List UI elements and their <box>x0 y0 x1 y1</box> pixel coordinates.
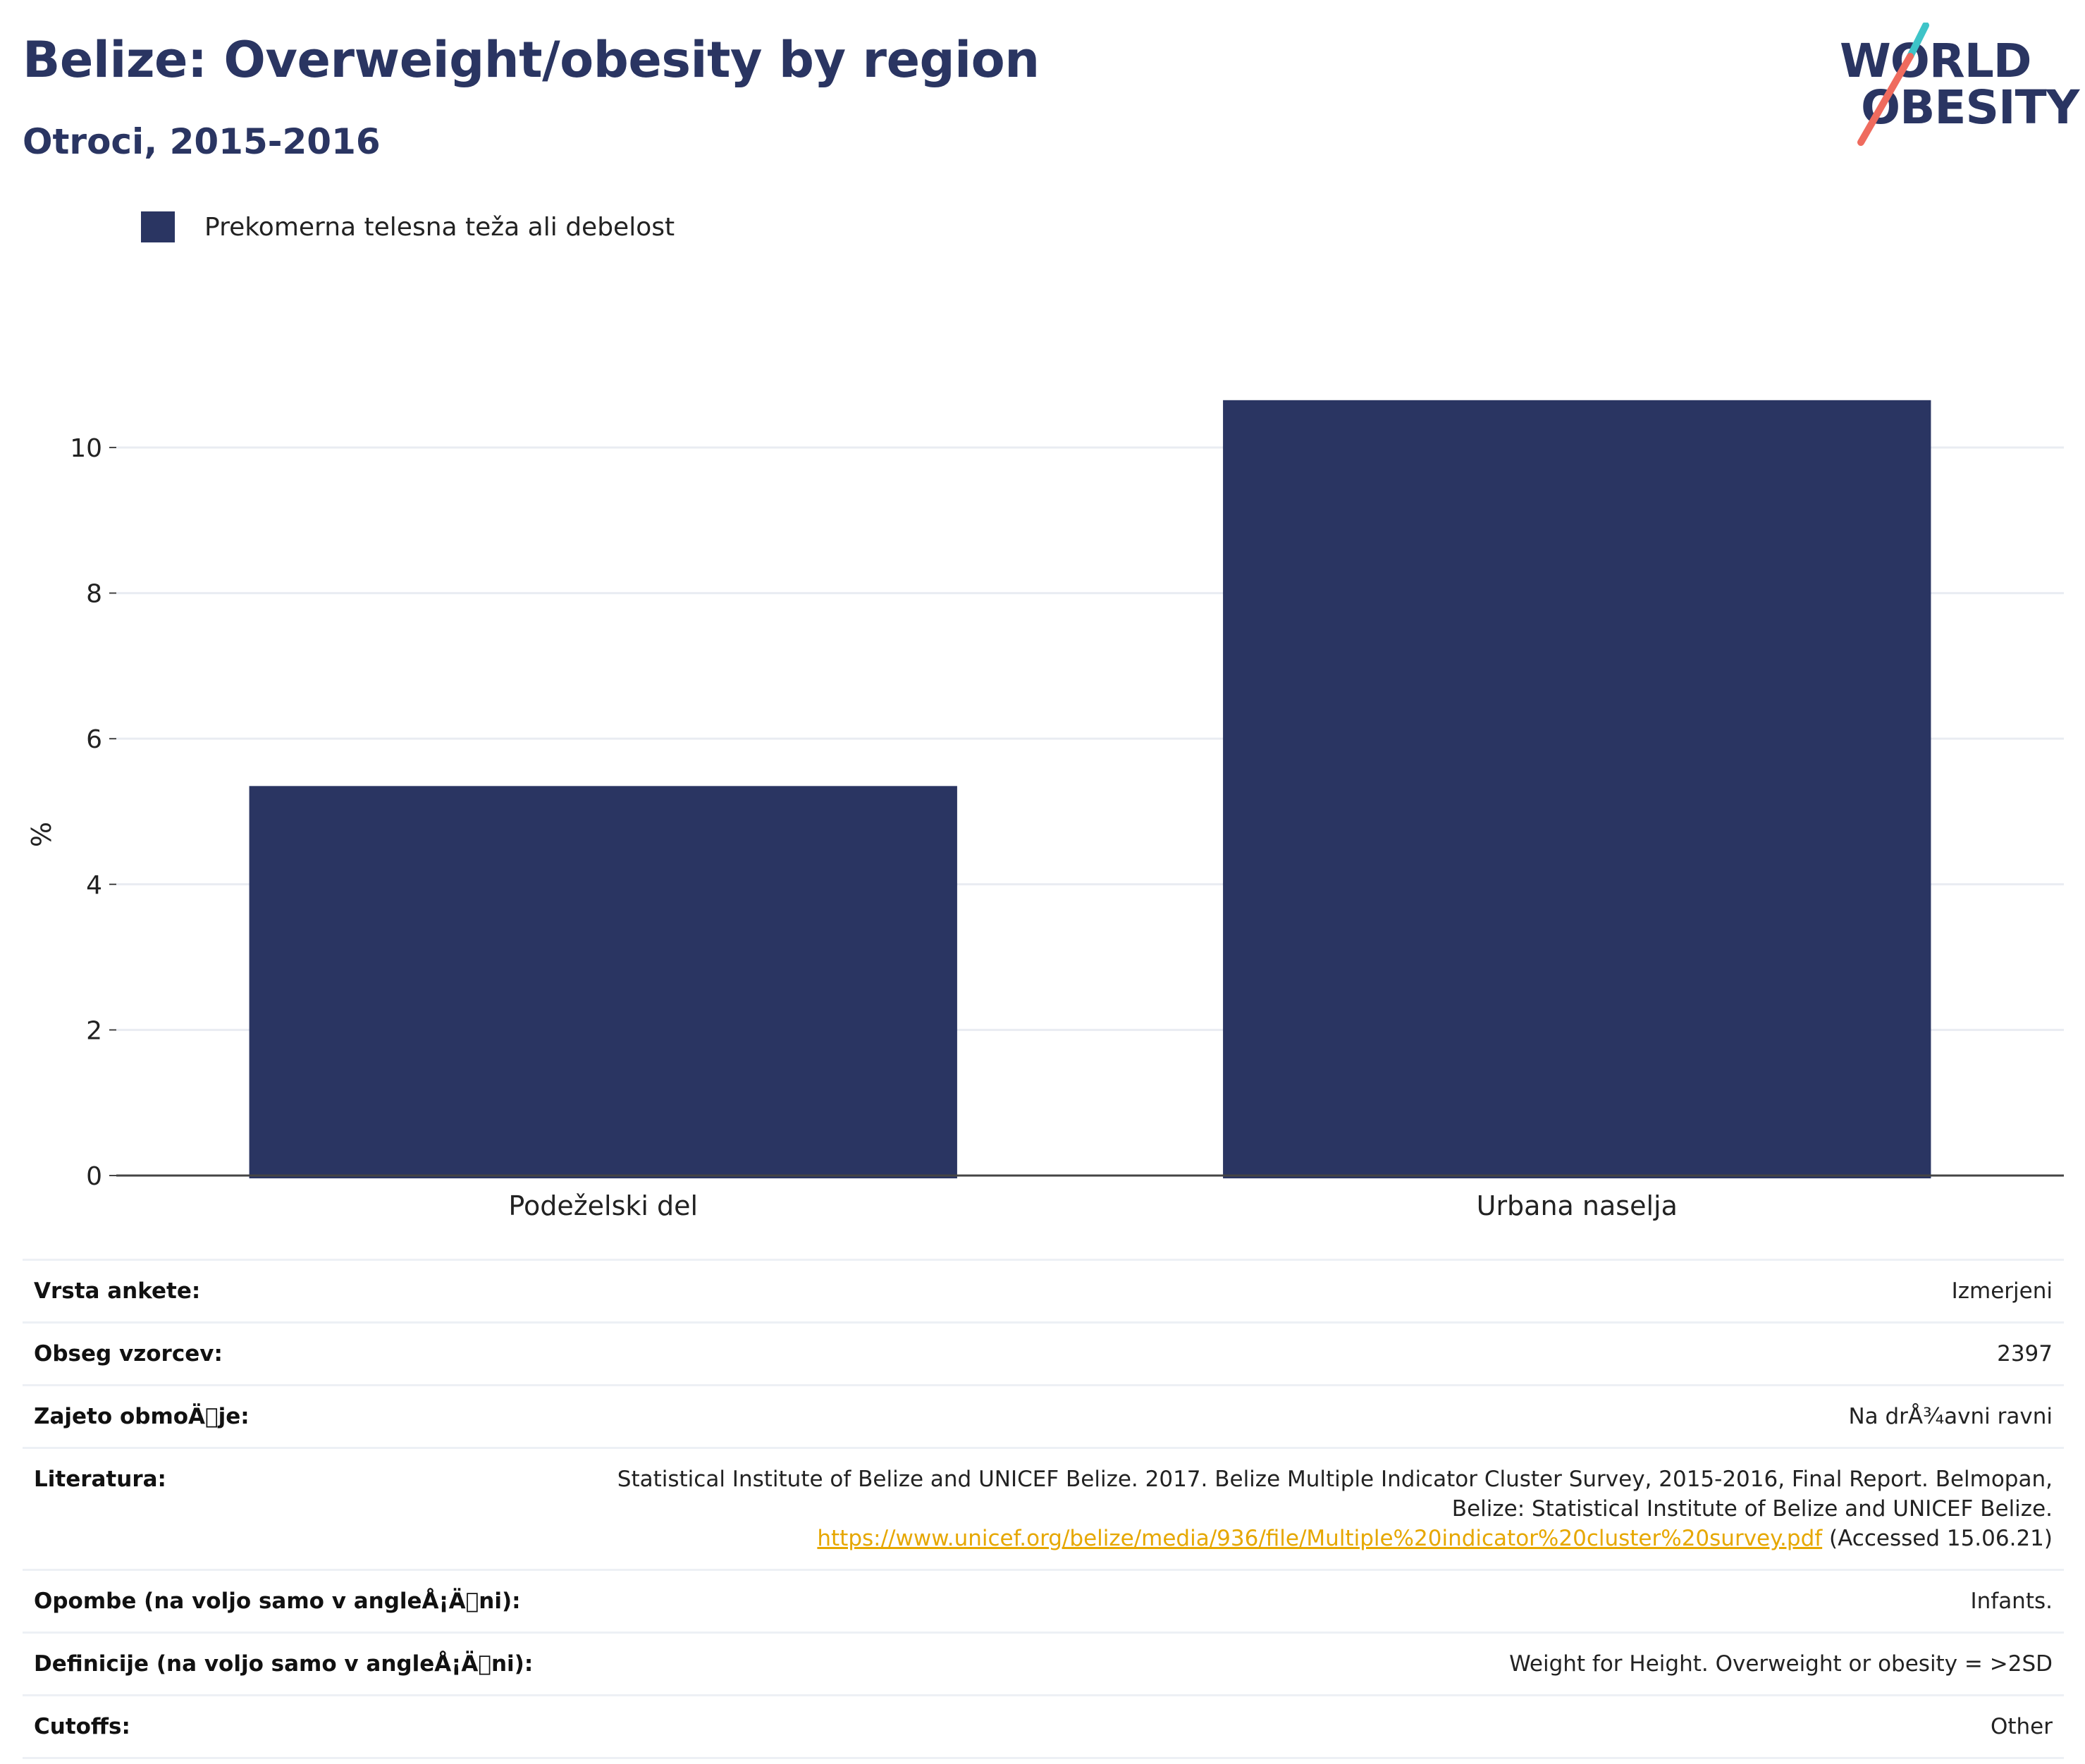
meta-row-area-covered: Zajeto obmoÄ je: Na drÅ¾avni ravni <box>23 1384 2064 1447</box>
survey-metadata-table: Vrsta ankete: Izmerjeni Obseg vzorcev: 2… <box>23 1259 2064 1759</box>
world-obesity-logo: WORLD OBESITY <box>1840 23 2079 149</box>
logo-line-2: OBESITY <box>1861 80 2079 135</box>
meta-row-survey-type: Vrsta ankete: Izmerjeni <box>23 1259 2064 1321</box>
reference-text-line-2: Belize: Statistical Institute of Belize … <box>1451 1496 2053 1522</box>
meta-value: Weight for Height. Overweight or obesity… <box>1509 1651 2053 1677</box>
meta-value: Na drÅ¾avni ravni <box>1848 1404 2053 1429</box>
meta-key: Literatura: <box>34 1467 166 1492</box>
meta-value: 2397 <box>1997 1341 2053 1367</box>
meta-value: Infants. <box>1970 1589 2053 1614</box>
y-tick-label: 2 <box>86 1016 102 1045</box>
meta-row-definitions: Definicije (na voljo samo v angleÅ¡Ä ni)… <box>23 1632 2064 1694</box>
meta-key: Zajeto obmoÄ je: <box>34 1404 250 1429</box>
meta-row-notes: Opombe (na voljo samo v angleÅ¡Ä ni): In… <box>23 1569 2064 1632</box>
legend-swatch <box>141 211 175 242</box>
y-tick-label: 10 <box>70 434 102 463</box>
x-axis-ticks: Podeželski del Urbana naselja <box>508 1190 1677 1221</box>
chart-legend: Prekomerna telesna teža ali debelost <box>141 211 675 242</box>
meta-value: Statistical Institute of Belize and UNIC… <box>617 1464 2053 1553</box>
chart-bars <box>249 400 1931 1178</box>
meta-row-references: Literatura: Statistical Institute of Bel… <box>23 1447 2064 1569</box>
chart-subtitle: Otroci, 2015-2016 <box>23 121 381 162</box>
chart-title: Belize: Overweight/obesity by region <box>23 31 1040 89</box>
y-axis-ticks: 0 2 4 6 8 10 <box>70 434 116 1191</box>
bar <box>1223 400 1931 1178</box>
logo-line-1: WORLD <box>1840 34 2032 88</box>
y-tick-label: 0 <box>86 1162 102 1191</box>
meta-value: Other <box>1990 1714 2053 1739</box>
meta-key: Cutoffs: <box>34 1714 130 1739</box>
meta-row-sample-size: Obseg vzorcev: 2397 <box>23 1321 2064 1384</box>
meta-value: Izmerjeni <box>1951 1278 2053 1304</box>
legend-label: Prekomerna telesna teža ali debelost <box>204 212 675 242</box>
bar <box>249 786 957 1178</box>
y-tick-label: 8 <box>86 580 102 609</box>
meta-key: Vrsta ankete: <box>34 1278 201 1304</box>
y-tick-label: 4 <box>86 871 102 900</box>
meta-row-cutoffs: Cutoffs: Other <box>23 1694 2064 1759</box>
meta-key: Definicije (na voljo samo v angleÅ¡Ä ni)… <box>34 1651 534 1677</box>
reference-link[interactable]: https://www.unicef.org/belize/media/936/… <box>817 1526 1823 1551</box>
meta-key: Obseg vzorcev: <box>34 1341 223 1367</box>
reference-text-line-1: Statistical Institute of Belize and UNIC… <box>617 1467 2053 1492</box>
y-tick-label: 6 <box>86 725 102 754</box>
y-axis-label: % <box>26 822 57 847</box>
reference-accessed: (Accessed 15.06.21) <box>1822 1526 2053 1551</box>
meta-key: Opombe (na voljo samo v angleÅ¡Ä ni): <box>34 1589 521 1614</box>
bar-chart: 0 2 4 6 8 10 Podeželski del Urbana naselja % <box>26 400 2064 1221</box>
logo-slash-icon <box>1857 23 1929 146</box>
x-tick-label: Podeželski del <box>508 1190 698 1221</box>
x-tick-label: Urbana naselja <box>1477 1190 1678 1221</box>
